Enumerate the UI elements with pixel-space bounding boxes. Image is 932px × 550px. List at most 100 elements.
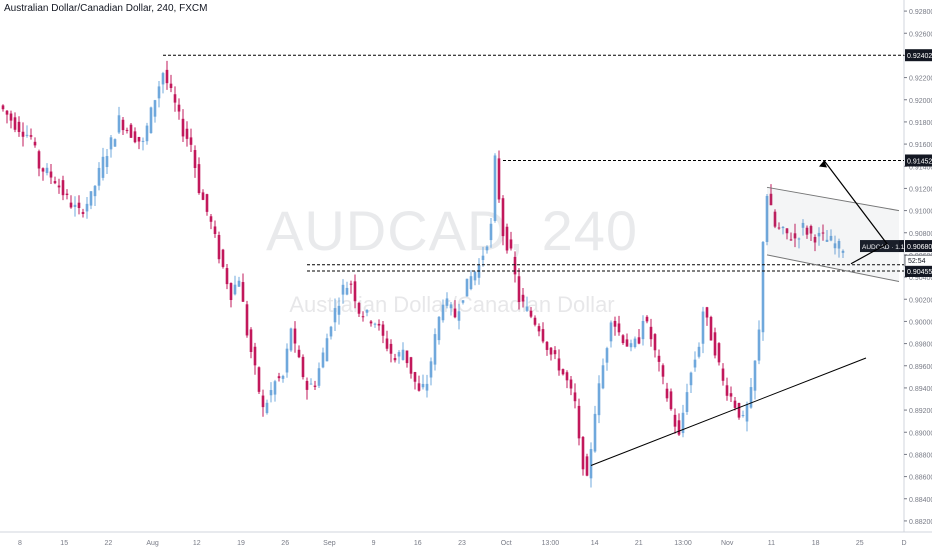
y-tick-label: 0.91800: [909, 120, 932, 127]
candle-body: [801, 222, 805, 228]
candle-body: [241, 282, 245, 302]
y-tick-label: 0.89000: [909, 430, 932, 437]
candle-body: [125, 129, 129, 131]
candle-body: [837, 240, 841, 249]
y-tick-label: 0.91000: [909, 209, 932, 216]
candle-body: [721, 368, 725, 381]
candle-body: [513, 256, 517, 275]
candle-body: [397, 352, 401, 357]
candle-body: [237, 280, 241, 287]
candle-body: [637, 337, 641, 344]
candle-body: [145, 125, 149, 142]
candle-body: [589, 449, 593, 479]
candle-body: [329, 326, 333, 337]
candle-body: [577, 405, 581, 439]
y-tick-label: 0.90000: [909, 319, 932, 326]
candle-body: [105, 156, 109, 168]
candle-body: [405, 350, 409, 364]
candle-body: [169, 83, 173, 88]
support-trendline: [590, 357, 867, 466]
x-tick-label: Sep: [323, 540, 336, 547]
chart-title: Australian Dollar/Canadian Dollar, 240, …: [4, 3, 208, 14]
y-tick-label: 0.88600: [909, 475, 932, 482]
y-tick-label: 0.92000: [909, 98, 932, 105]
y-tick-label: 0.91400: [909, 164, 932, 171]
candle-body: [501, 198, 505, 237]
y-tick-label: 0.89800: [909, 342, 932, 349]
candle-body: [789, 239, 793, 241]
candle-body: [317, 368, 321, 386]
candle-body: [633, 338, 637, 348]
candle-body: [205, 194, 209, 212]
candle-body: [425, 383, 429, 391]
candle-body: [805, 227, 809, 235]
candle-body: [65, 193, 69, 195]
candle-body: [197, 164, 201, 194]
candle-body: [737, 402, 741, 418]
candle-body: [285, 348, 289, 373]
y-tick-label: 0.88200: [909, 519, 932, 526]
candle-body: [457, 311, 461, 321]
candle-body: [69, 202, 73, 208]
candle-body: [365, 309, 369, 313]
candle-body: [509, 239, 513, 249]
candle-body: [385, 338, 389, 349]
candle-body: [9, 113, 13, 121]
candle-body: [17, 121, 21, 133]
candle-body: [97, 167, 101, 186]
candle-body: [373, 323, 377, 325]
candle-body: [301, 356, 305, 378]
current-price-box: [905, 240, 932, 253]
candle-body: [245, 304, 249, 336]
candle-body: [5, 110, 9, 115]
y-tick-label: 0.92800: [909, 9, 932, 16]
candle-body: [325, 338, 329, 362]
candle-body: [57, 185, 61, 188]
candle-body: [797, 238, 801, 240]
candle-body: [661, 365, 665, 377]
candle-body: [473, 271, 477, 281]
candle-body: [445, 298, 449, 306]
candle-body: [49, 171, 53, 178]
candle-body: [89, 191, 93, 206]
candle-body: [269, 390, 273, 396]
candle-body: [433, 334, 437, 365]
candle-body: [229, 283, 233, 300]
candle-body: [101, 156, 105, 178]
candle-body: [129, 124, 133, 138]
candle-body: [209, 216, 213, 222]
candle-body: [109, 137, 113, 150]
candle-body: [449, 304, 453, 309]
symbol-change-label: AUDCAD · 1.19%: [862, 244, 914, 251]
candle-body: [253, 346, 257, 366]
level-label-box: [905, 49, 932, 62]
candle-body: [333, 308, 337, 323]
candle-body: [417, 383, 421, 391]
candle-body: [485, 246, 489, 251]
candle-body: [157, 86, 161, 99]
candle-body: [609, 322, 613, 342]
candle-body: [233, 284, 237, 295]
candle-body: [165, 69, 169, 84]
candle-body: [401, 349, 405, 360]
candle-body: [297, 349, 301, 358]
candle-body: [645, 316, 649, 322]
x-tick-label: 16: [414, 540, 422, 547]
y-tick-label: 0.90200: [909, 297, 932, 304]
candle-body: [413, 372, 417, 382]
candle-body: [389, 343, 393, 354]
candle-body: [481, 255, 485, 261]
candle-body: [761, 241, 765, 333]
candle-body: [461, 300, 465, 303]
x-tick-label: 25: [856, 540, 864, 547]
y-tick-label: 0.91600: [909, 142, 932, 149]
candle-body: [757, 329, 761, 361]
candle-body: [53, 181, 57, 184]
candle-body: [361, 316, 365, 318]
candle-body: [137, 136, 141, 142]
candle-body: [709, 316, 713, 341]
projection-arrow: [823, 160, 888, 265]
candle-body: [769, 193, 773, 206]
candle-body: [261, 395, 265, 408]
